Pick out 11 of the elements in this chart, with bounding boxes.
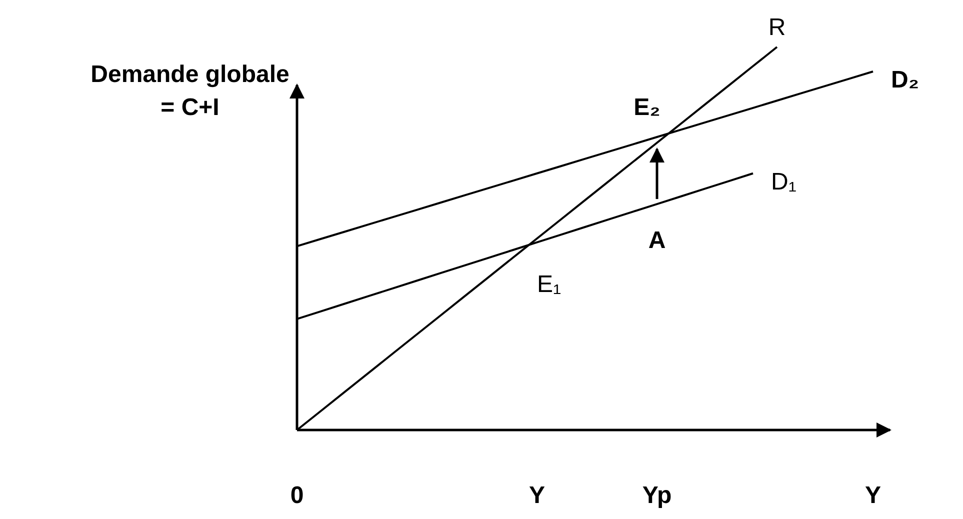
annotation: A xyxy=(648,227,666,254)
x-tick-label: Yp xyxy=(642,482,672,509)
x-tick-label: 0 xyxy=(290,482,304,509)
annotation: E₂ xyxy=(634,94,660,122)
series-label: R xyxy=(768,14,786,41)
annotation: E₁ xyxy=(536,271,562,298)
x-tick-label: Y xyxy=(864,482,882,509)
x-tick-label: Y xyxy=(528,482,546,509)
series-label: D₁ xyxy=(771,168,796,196)
series-label: D₂ xyxy=(891,66,919,94)
y-axis-title: Demande globale = C+I xyxy=(90,61,290,121)
